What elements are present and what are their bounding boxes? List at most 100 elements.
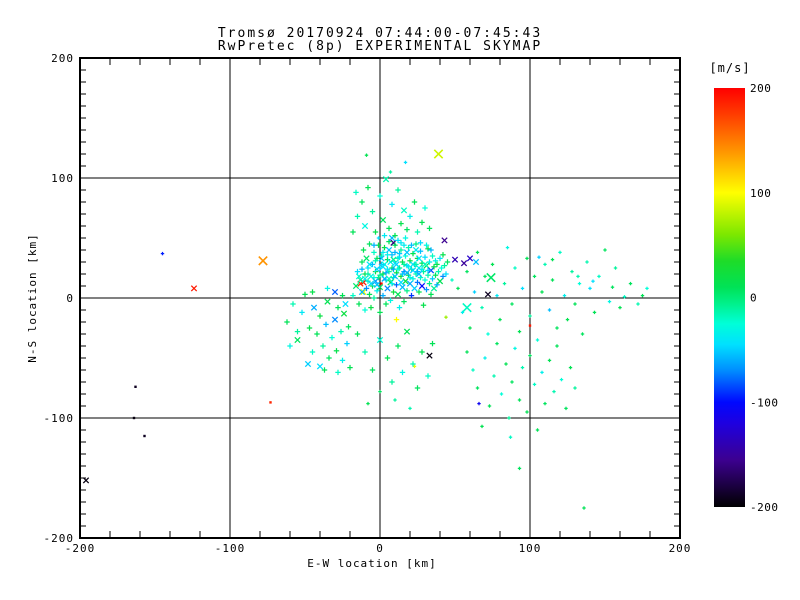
- marker-stroke: [367, 273, 375, 280]
- scatter-x-marker: [357, 276, 364, 284]
- marker-stroke: [397, 279, 405, 286]
- scatter-plus-marker: [324, 285, 331, 292]
- scatter-plus-marker: [366, 241, 373, 247]
- scatter-plus-marker: [399, 271, 406, 277]
- scatter-plus-marker: [428, 291, 434, 298]
- scatter-plus-marker: [359, 266, 365, 272]
- scatter-plus-marker: [425, 246, 431, 252]
- scatter-plus-marker: [480, 424, 484, 429]
- scatter-plus-marker: [384, 252, 391, 258]
- scatter-x-marker: [486, 272, 496, 283]
- scatter-x-marker: [460, 260, 468, 267]
- scatter-plus-marker: [495, 341, 499, 346]
- scatter-plus-marker: [537, 255, 541, 259]
- scatter-plus-marker: [419, 219, 425, 226]
- scatter-plus-marker: [401, 261, 407, 268]
- scatter-plus-marker: [294, 328, 301, 335]
- scatter-plus-marker: [618, 305, 622, 310]
- scatter-x-marker: [304, 360, 312, 368]
- scatter-plus-marker: [387, 297, 394, 304]
- scatter-plus-marker: [414, 268, 421, 275]
- y-axis-title: N-S location [km]: [26, 233, 39, 363]
- scatter-plus-marker: [383, 301, 389, 307]
- scatter-x-marker: [391, 273, 399, 280]
- marker-stroke: [484, 291, 492, 298]
- marker-stroke: [409, 267, 417, 274]
- scatter-plus-marker: [371, 274, 377, 281]
- scatter-x-marker: [373, 281, 381, 288]
- scatter-plus-marker: [585, 260, 589, 264]
- plot-frame: [79, 57, 681, 539]
- scatter-x-marker: [411, 285, 418, 292]
- scatter-plus-marker: [444, 259, 451, 265]
- scatter-plus-marker: [290, 301, 296, 307]
- colorbar-title: [m/s]: [709, 61, 750, 75]
- scatter-plus-marker: [535, 338, 540, 342]
- marker-stroke: [400, 207, 408, 214]
- scatter-dot: [269, 401, 272, 404]
- scatter-plus-marker: [408, 292, 415, 299]
- scatter-x-marker: [441, 237, 448, 244]
- scatter-plus-marker: [472, 290, 477, 294]
- scatter-x-marker: [394, 291, 402, 298]
- x-tick-label: -100: [215, 542, 246, 555]
- marker-stroke: [394, 291, 402, 298]
- scatter-x-marker: [363, 255, 370, 262]
- scatter-plus-marker: [362, 307, 368, 313]
- scatter-x-marker: [385, 246, 393, 254]
- scatter-plus-marker: [417, 240, 424, 246]
- scatter-plus-marker: [401, 298, 407, 305]
- marker-stroke: [441, 237, 448, 244]
- scatter-plus-marker: [309, 289, 316, 295]
- plot-title-line1: Tromsø 20170924 07:44:00-07:45:43: [218, 26, 542, 41]
- scatter-x-marker: [367, 280, 375, 287]
- scatter-plus-marker: [374, 288, 380, 294]
- scatter-plus-marker: [582, 506, 586, 510]
- scatter-plus-marker: [160, 251, 165, 256]
- marker-stroke: [403, 328, 411, 335]
- scatter-plus-marker: [398, 220, 404, 227]
- marker-stroke: [355, 273, 363, 280]
- y-tick-label: 200: [51, 52, 74, 65]
- scatter-plus-marker: [603, 248, 607, 252]
- plot-title-line2: RwPretec (8p) EXPERIMENTAL SKYMAP: [218, 39, 542, 54]
- scatter-x-marker: [379, 263, 387, 270]
- scatter-x-marker: [385, 275, 393, 282]
- colorbar-tick-label: 0: [750, 292, 757, 305]
- colorbar-tick-label: 200: [750, 82, 771, 95]
- scatter-plus-marker: [354, 268, 361, 275]
- scatter-plus-marker: [407, 213, 413, 220]
- scatter-points-layer: [82, 149, 649, 510]
- scatter-plus-marker: [395, 237, 401, 244]
- scatter-plus-marker: [622, 295, 627, 299]
- marker-stroke: [361, 222, 369, 230]
- marker-stroke: [384, 285, 391, 292]
- y-tick-label: 100: [51, 172, 74, 185]
- scatter-dot: [143, 434, 146, 438]
- scatter-plus-marker: [419, 266, 425, 272]
- scatter-plus-marker: [377, 272, 383, 278]
- scatter-plus-marker: [429, 276, 436, 282]
- scatter-plus-marker: [465, 350, 469, 354]
- scatter-plus-marker: [371, 249, 377, 256]
- marker-stroke: [406, 280, 414, 287]
- scatter-plus-marker: [520, 286, 525, 291]
- scatter-plus-marker: [450, 278, 454, 282]
- scatter-plus-marker: [386, 225, 392, 232]
- scatter-plus-marker: [410, 361, 416, 367]
- scatter-plus-marker: [573, 386, 577, 390]
- scatter-plus-marker: [364, 153, 369, 157]
- scatter-x-marker: [466, 255, 474, 262]
- scatter-plus-marker: [410, 276, 416, 282]
- marker-stroke: [390, 256, 397, 263]
- scatter-plus-marker: [380, 271, 386, 277]
- scatter-plus-marker: [492, 374, 496, 378]
- marker-stroke: [376, 336, 384, 344]
- scatter-plus-marker: [543, 401, 547, 406]
- scatter-plus-marker: [354, 331, 361, 337]
- scatter-plus-marker: [407, 274, 413, 281]
- marker-stroke: [378, 255, 385, 262]
- scatter-x-marker: [294, 336, 301, 344]
- scatter-plus-marker: [378, 261, 385, 268]
- scatter-plus-marker: [299, 309, 305, 316]
